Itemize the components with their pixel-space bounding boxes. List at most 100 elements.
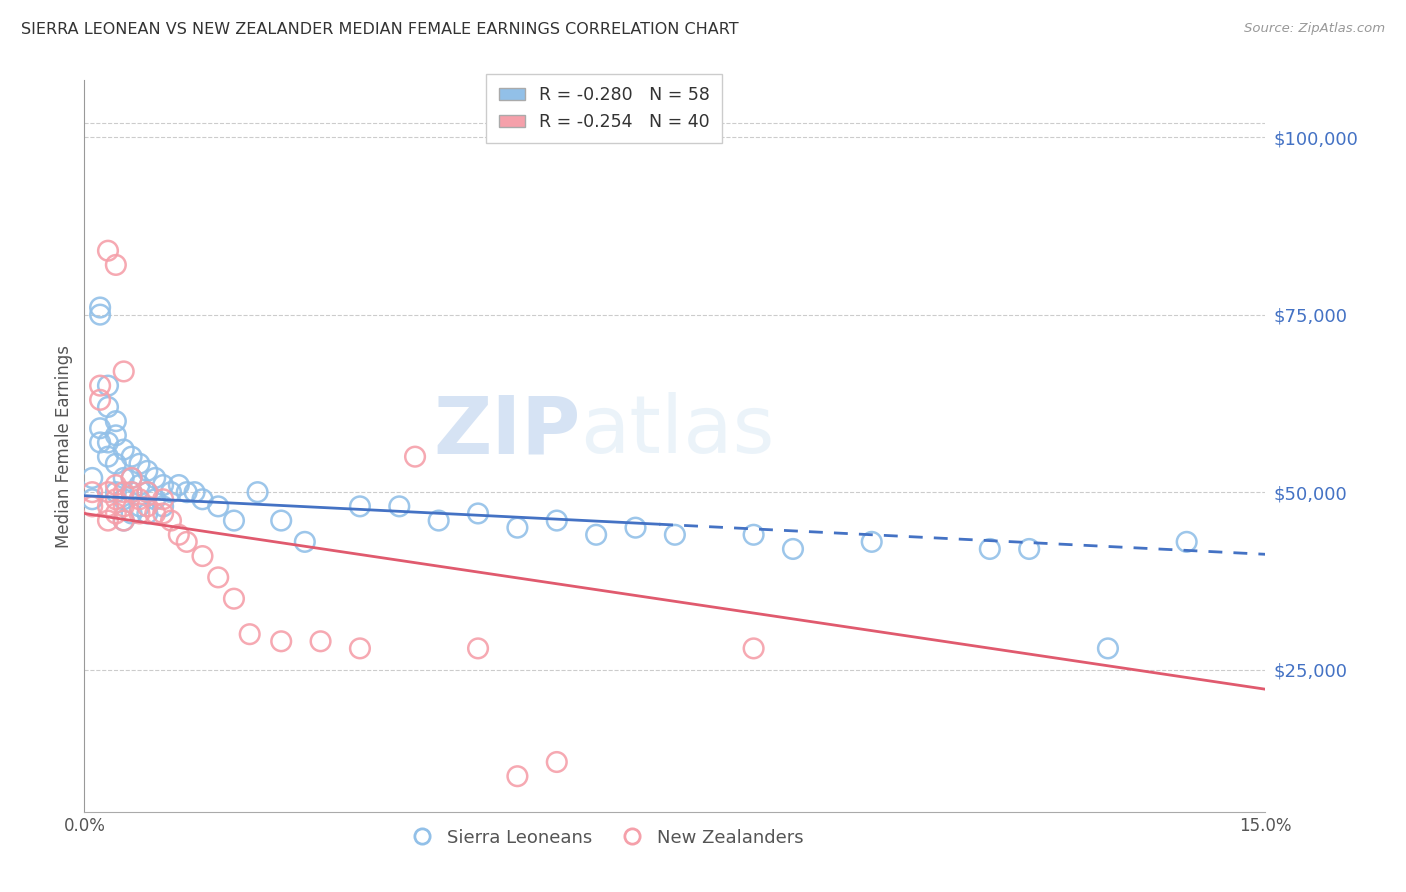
Point <box>112 471 135 485</box>
Point <box>128 500 150 514</box>
Point <box>104 258 127 272</box>
Point <box>128 492 150 507</box>
Point <box>121 485 143 500</box>
Point <box>246 485 269 500</box>
Point <box>89 392 111 407</box>
Point <box>82 471 104 485</box>
Point <box>160 485 183 500</box>
Point <box>121 471 143 485</box>
Point <box>136 464 159 478</box>
Point <box>152 478 174 492</box>
Point <box>97 244 120 258</box>
Point <box>82 492 104 507</box>
Point <box>270 634 292 648</box>
Point <box>176 485 198 500</box>
Point <box>349 641 371 656</box>
Point <box>979 541 1001 556</box>
Point <box>467 507 489 521</box>
Point <box>506 769 529 783</box>
Y-axis label: Median Female Earnings: Median Female Earnings <box>55 344 73 548</box>
Point <box>136 485 159 500</box>
Point <box>506 521 529 535</box>
Point <box>742 528 765 542</box>
Point <box>89 435 111 450</box>
Point <box>82 500 104 514</box>
Point <box>294 534 316 549</box>
Point <box>121 450 143 464</box>
Point <box>585 528 607 542</box>
Point <box>112 364 135 378</box>
Point <box>112 442 135 457</box>
Point <box>89 301 111 315</box>
Point <box>104 507 127 521</box>
Point <box>546 755 568 769</box>
Point <box>97 400 120 414</box>
Point <box>112 492 135 507</box>
Point <box>467 641 489 656</box>
Point <box>152 507 174 521</box>
Point <box>104 457 127 471</box>
Point <box>1018 541 1040 556</box>
Point <box>664 528 686 542</box>
Point <box>121 507 143 521</box>
Point <box>404 450 426 464</box>
Point <box>222 514 245 528</box>
Point <box>222 591 245 606</box>
Point <box>270 514 292 528</box>
Point <box>309 634 332 648</box>
Point <box>121 471 143 485</box>
Point <box>104 478 127 492</box>
Text: Source: ZipAtlas.com: Source: ZipAtlas.com <box>1244 22 1385 36</box>
Point <box>143 471 166 485</box>
Point <box>160 514 183 528</box>
Point <box>427 514 450 528</box>
Point <box>82 485 104 500</box>
Point <box>104 485 127 500</box>
Legend: Sierra Leoneans, New Zealanders: Sierra Leoneans, New Zealanders <box>396 822 811 854</box>
Point <box>167 478 190 492</box>
Text: atlas: atlas <box>581 392 775 470</box>
Point <box>183 485 205 500</box>
Point <box>388 500 411 514</box>
Point <box>112 514 135 528</box>
Point <box>1175 534 1198 549</box>
Point <box>97 500 120 514</box>
Point <box>546 514 568 528</box>
Point <box>128 507 150 521</box>
Point <box>136 485 159 500</box>
Point <box>89 421 111 435</box>
Point <box>167 528 190 542</box>
Point <box>89 308 111 322</box>
Point <box>742 641 765 656</box>
Point <box>239 627 262 641</box>
Point <box>860 534 883 549</box>
Point <box>104 414 127 428</box>
Point <box>143 492 166 507</box>
Point <box>89 378 111 392</box>
Point <box>112 500 135 514</box>
Text: SIERRA LEONEAN VS NEW ZEALANDER MEDIAN FEMALE EARNINGS CORRELATION CHART: SIERRA LEONEAN VS NEW ZEALANDER MEDIAN F… <box>21 22 738 37</box>
Point <box>136 507 159 521</box>
Point <box>191 549 214 563</box>
Point <box>152 500 174 514</box>
Point <box>207 570 229 584</box>
Point <box>143 507 166 521</box>
Point <box>176 534 198 549</box>
Point <box>97 435 120 450</box>
Text: ZIP: ZIP <box>433 392 581 470</box>
Point <box>207 500 229 514</box>
Point <box>121 485 143 500</box>
Point <box>624 521 647 535</box>
Point <box>97 514 120 528</box>
Point <box>191 492 214 507</box>
Point <box>97 485 120 500</box>
Point <box>97 450 120 464</box>
Point <box>104 492 127 507</box>
Point <box>152 492 174 507</box>
Point <box>349 500 371 514</box>
Point <box>112 485 135 500</box>
Point <box>104 428 127 442</box>
Point <box>97 378 120 392</box>
Point <box>128 457 150 471</box>
Point <box>136 500 159 514</box>
